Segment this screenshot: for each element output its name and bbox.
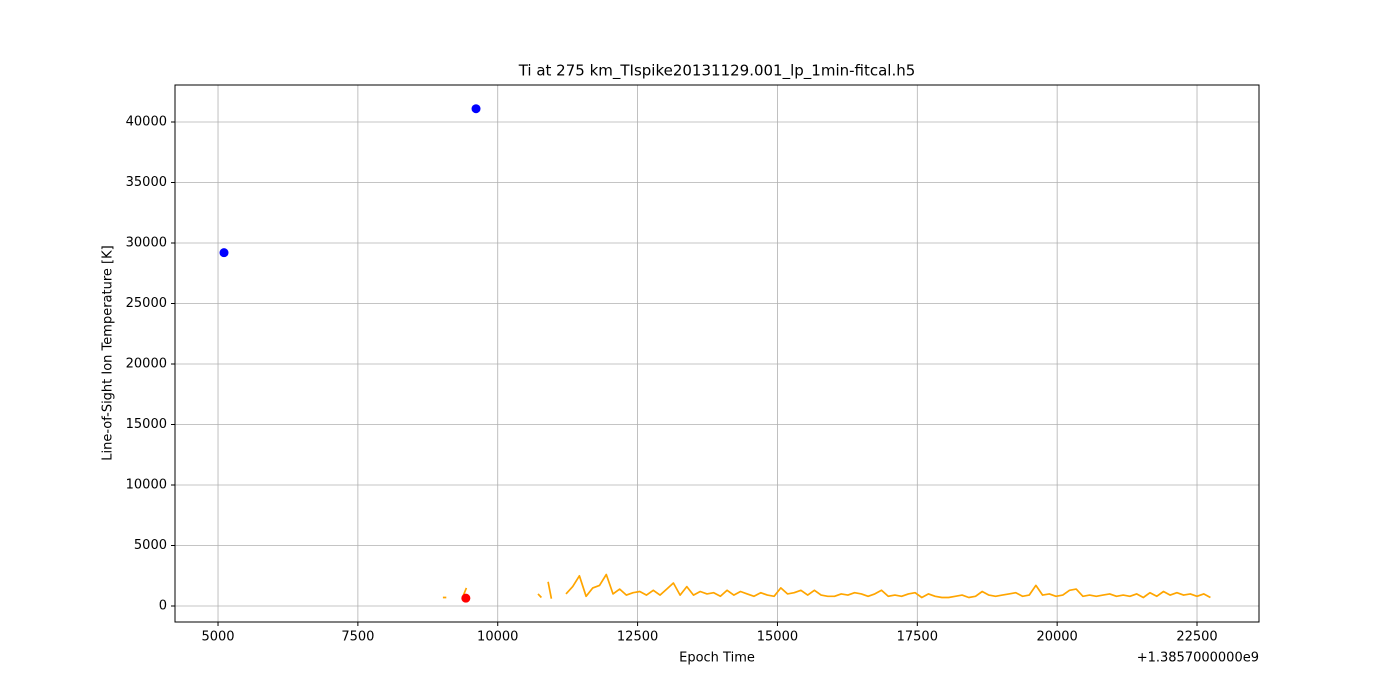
y-tick-label: 25000 bbox=[126, 296, 167, 311]
x-tick-label: 12500 bbox=[617, 630, 658, 645]
x-tick-label: 22500 bbox=[1176, 630, 1217, 645]
line-series bbox=[442, 573, 1211, 599]
x-offset-label: +1.3857000000e9 bbox=[1137, 651, 1259, 666]
x-tick-label: 10000 bbox=[477, 630, 518, 645]
plot-area bbox=[219, 104, 1211, 603]
y-tick-label: 5000 bbox=[134, 538, 167, 553]
y-axis-label: Line-of-Sight Ion Temperature [K] bbox=[101, 245, 116, 460]
y-tick-label: 30000 bbox=[126, 236, 167, 251]
x-tick-label: 17500 bbox=[897, 630, 938, 645]
grid bbox=[175, 85, 1259, 622]
y-tick-label: 20000 bbox=[126, 357, 167, 372]
scatter-point bbox=[471, 104, 481, 114]
y-tick-label: 40000 bbox=[126, 115, 167, 130]
x-axis-label: Epoch Time bbox=[679, 651, 755, 666]
x-tick-label: 7500 bbox=[341, 630, 374, 645]
y-tick-label: 10000 bbox=[126, 478, 167, 493]
scatter-point bbox=[219, 248, 229, 258]
x-tick-label: 5000 bbox=[201, 630, 234, 645]
y-tick-label: 35000 bbox=[126, 175, 167, 190]
x-tick-label: 15000 bbox=[757, 630, 798, 645]
chart-title: Ti at 275 km_TIspike20131129.001_lp_1min… bbox=[518, 62, 916, 81]
y-tick-label: 15000 bbox=[126, 417, 167, 432]
x-tick-label: 20000 bbox=[1036, 630, 1077, 645]
axes-frame bbox=[174, 84, 1260, 623]
y-tick-label: 0 bbox=[159, 599, 167, 614]
scatter-point bbox=[461, 593, 471, 603]
